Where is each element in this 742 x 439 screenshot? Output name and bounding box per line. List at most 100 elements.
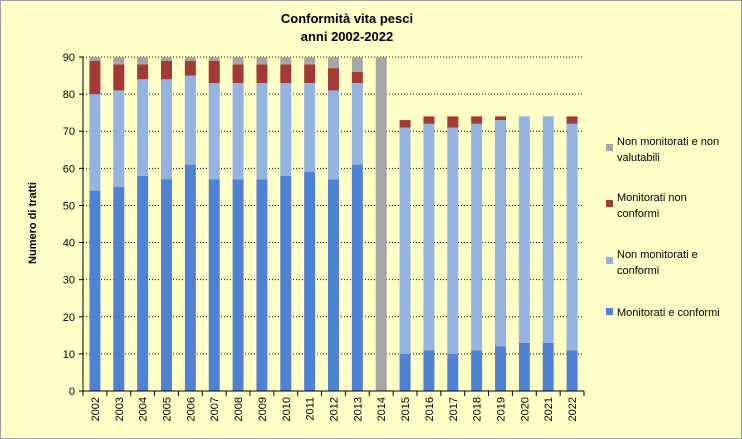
x-tick-label: 2007 <box>209 397 221 421</box>
bar-segment-2007-s0 <box>208 179 220 391</box>
y-tick-label: 80 <box>63 89 75 101</box>
bar-segment-2006-s2 <box>184 60 196 76</box>
bar-segment-2007-s3 <box>208 57 220 61</box>
y-tick-label: 10 <box>63 349 75 361</box>
x-tick-label: 2022 <box>567 397 579 421</box>
x-tick-label: 2020 <box>519 397 531 421</box>
x-tick-label: 2017 <box>448 397 460 421</box>
bar-segment-2021-s0 <box>542 342 554 391</box>
y-axis-label: Numero di tratti <box>27 182 39 264</box>
bar-segment-2006-s3 <box>184 57 196 61</box>
y-tick-label: 0 <box>69 386 75 398</box>
bar-segment-2013-s0 <box>351 164 363 391</box>
bar-segment-2006-s1 <box>184 75 196 165</box>
bar-segment-2004-s3 <box>137 57 149 65</box>
bar-segment-2022-s0 <box>566 350 578 391</box>
legend: Non monitorati e non valutabili Monitorati… <box>606 136 720 319</box>
bar-segment-2009-s1 <box>256 82 268 180</box>
bar-segment-2019-s1 <box>495 120 506 347</box>
bar-segment-2018-s2 <box>471 116 483 124</box>
legend-label: conformi <box>617 208 659 220</box>
bar-segment-2007-s2 <box>208 60 220 83</box>
bar-segment-2004-s2 <box>137 64 149 80</box>
legend-swatch-3 <box>606 144 613 151</box>
bar-segment-2010-s1 <box>280 82 292 176</box>
bar-segment-2015-s0 <box>399 353 411 391</box>
bar-segment-2012-s1 <box>328 90 339 180</box>
legend-label: Non monitorati e <box>617 249 698 261</box>
x-tick-label: 2021 <box>543 397 555 421</box>
bar-segment-2016-s2 <box>423 116 435 124</box>
bar-segment-2012-s3 <box>328 57 339 69</box>
bar-segment-2022-s2 <box>566 116 578 124</box>
legend-label: Non monitorati e non <box>617 136 719 148</box>
x-tick-label: 2016 <box>424 397 436 421</box>
bar-segment-2013-s1 <box>351 82 363 165</box>
bar-segment-2005-s0 <box>161 179 172 391</box>
bar-segment-2002-s1 <box>89 94 101 191</box>
bar-segment-2011-s3 <box>304 57 316 65</box>
bar-segment-2014-s3 <box>375 57 387 391</box>
bar-segment-2004-s1 <box>137 79 149 176</box>
bar-segment-2018-s1 <box>471 123 483 351</box>
chart-title-line-2: anni 2002-2022 <box>301 29 394 44</box>
bar-segment-2003-s2 <box>113 64 125 91</box>
bar-segment-2016-s0 <box>423 350 435 391</box>
x-tick-label: 2002 <box>90 397 102 421</box>
axes-layer: 0 10 20 30 40 50 60 70 80 90 2002 2003 2004 2005 2006 2… <box>63 52 585 421</box>
bar-segment-2010-s3 <box>280 57 292 65</box>
bar-segment-2015-s1 <box>399 127 411 354</box>
bar-segment-2009-s0 <box>256 179 268 391</box>
bar-segment-2007-s1 <box>208 82 220 180</box>
x-tick-label: 2010 <box>281 397 293 421</box>
y-tick-label: 50 <box>63 200 75 212</box>
y-tick-label: 20 <box>63 312 75 324</box>
bar-segment-2013-s3 <box>351 57 363 72</box>
chart-title-line-1: Conformità vita pesci <box>281 11 413 26</box>
x-tick-label: 2012 <box>329 397 341 421</box>
x-tick-label: 2013 <box>352 397 364 421</box>
bar-segment-2016-s1 <box>423 123 435 351</box>
x-tick-label: 2011 <box>305 397 317 421</box>
y-tick-label: 40 <box>63 238 75 250</box>
bar-segment-2011-s1 <box>304 82 316 173</box>
legend-label: Monitorati non <box>617 192 687 204</box>
bar-segment-2008-s0 <box>232 179 244 391</box>
x-tick-label: 2014 <box>376 397 388 421</box>
bar-segment-2008-s2 <box>232 64 244 83</box>
bar-segment-2018-s0 <box>471 350 483 391</box>
x-tick-label: 2018 <box>472 397 484 421</box>
legend-swatch-0 <box>606 308 613 315</box>
y-tick-label: 90 <box>63 52 75 64</box>
x-tick-label: 2005 <box>162 397 174 421</box>
y-tick-label: 30 <box>63 275 75 287</box>
bar-segment-2012-s0 <box>328 179 339 391</box>
bar-segment-2002-s0 <box>89 190 101 391</box>
x-tick-label: 2019 <box>496 397 508 421</box>
bar-segment-2017-s1 <box>447 127 459 354</box>
bar-segment-2005-s2 <box>161 60 172 80</box>
bar-segment-2021-s1 <box>542 116 554 343</box>
legend-label: valutabili <box>617 152 660 164</box>
bar-segment-2002-s2 <box>89 60 101 95</box>
bar-segment-2020-s0 <box>518 342 530 391</box>
legend-swatch-2 <box>606 200 613 207</box>
bar-segment-2009-s2 <box>256 64 268 83</box>
x-tick-label: 2009 <box>257 397 269 421</box>
x-tick-label: 2004 <box>138 397 150 421</box>
legend-label: Monitorati e conformi <box>617 307 720 319</box>
bar-segment-2015-s2 <box>399 120 411 128</box>
bar-segment-2008-s1 <box>232 82 244 180</box>
y-tick-label: 70 <box>63 126 75 138</box>
bar-segment-2020-s1 <box>518 116 530 343</box>
bar-segment-2009-s3 <box>256 57 268 65</box>
bar-segment-2011-s2 <box>304 64 316 83</box>
legend-swatch-1 <box>606 257 613 264</box>
legend-label: conformi <box>617 265 659 277</box>
bar-segment-2017-s0 <box>447 353 459 391</box>
x-tick-label: 2003 <box>114 397 126 421</box>
bar-segment-2017-s2 <box>447 116 459 128</box>
bar-segment-2008-s3 <box>232 57 244 65</box>
